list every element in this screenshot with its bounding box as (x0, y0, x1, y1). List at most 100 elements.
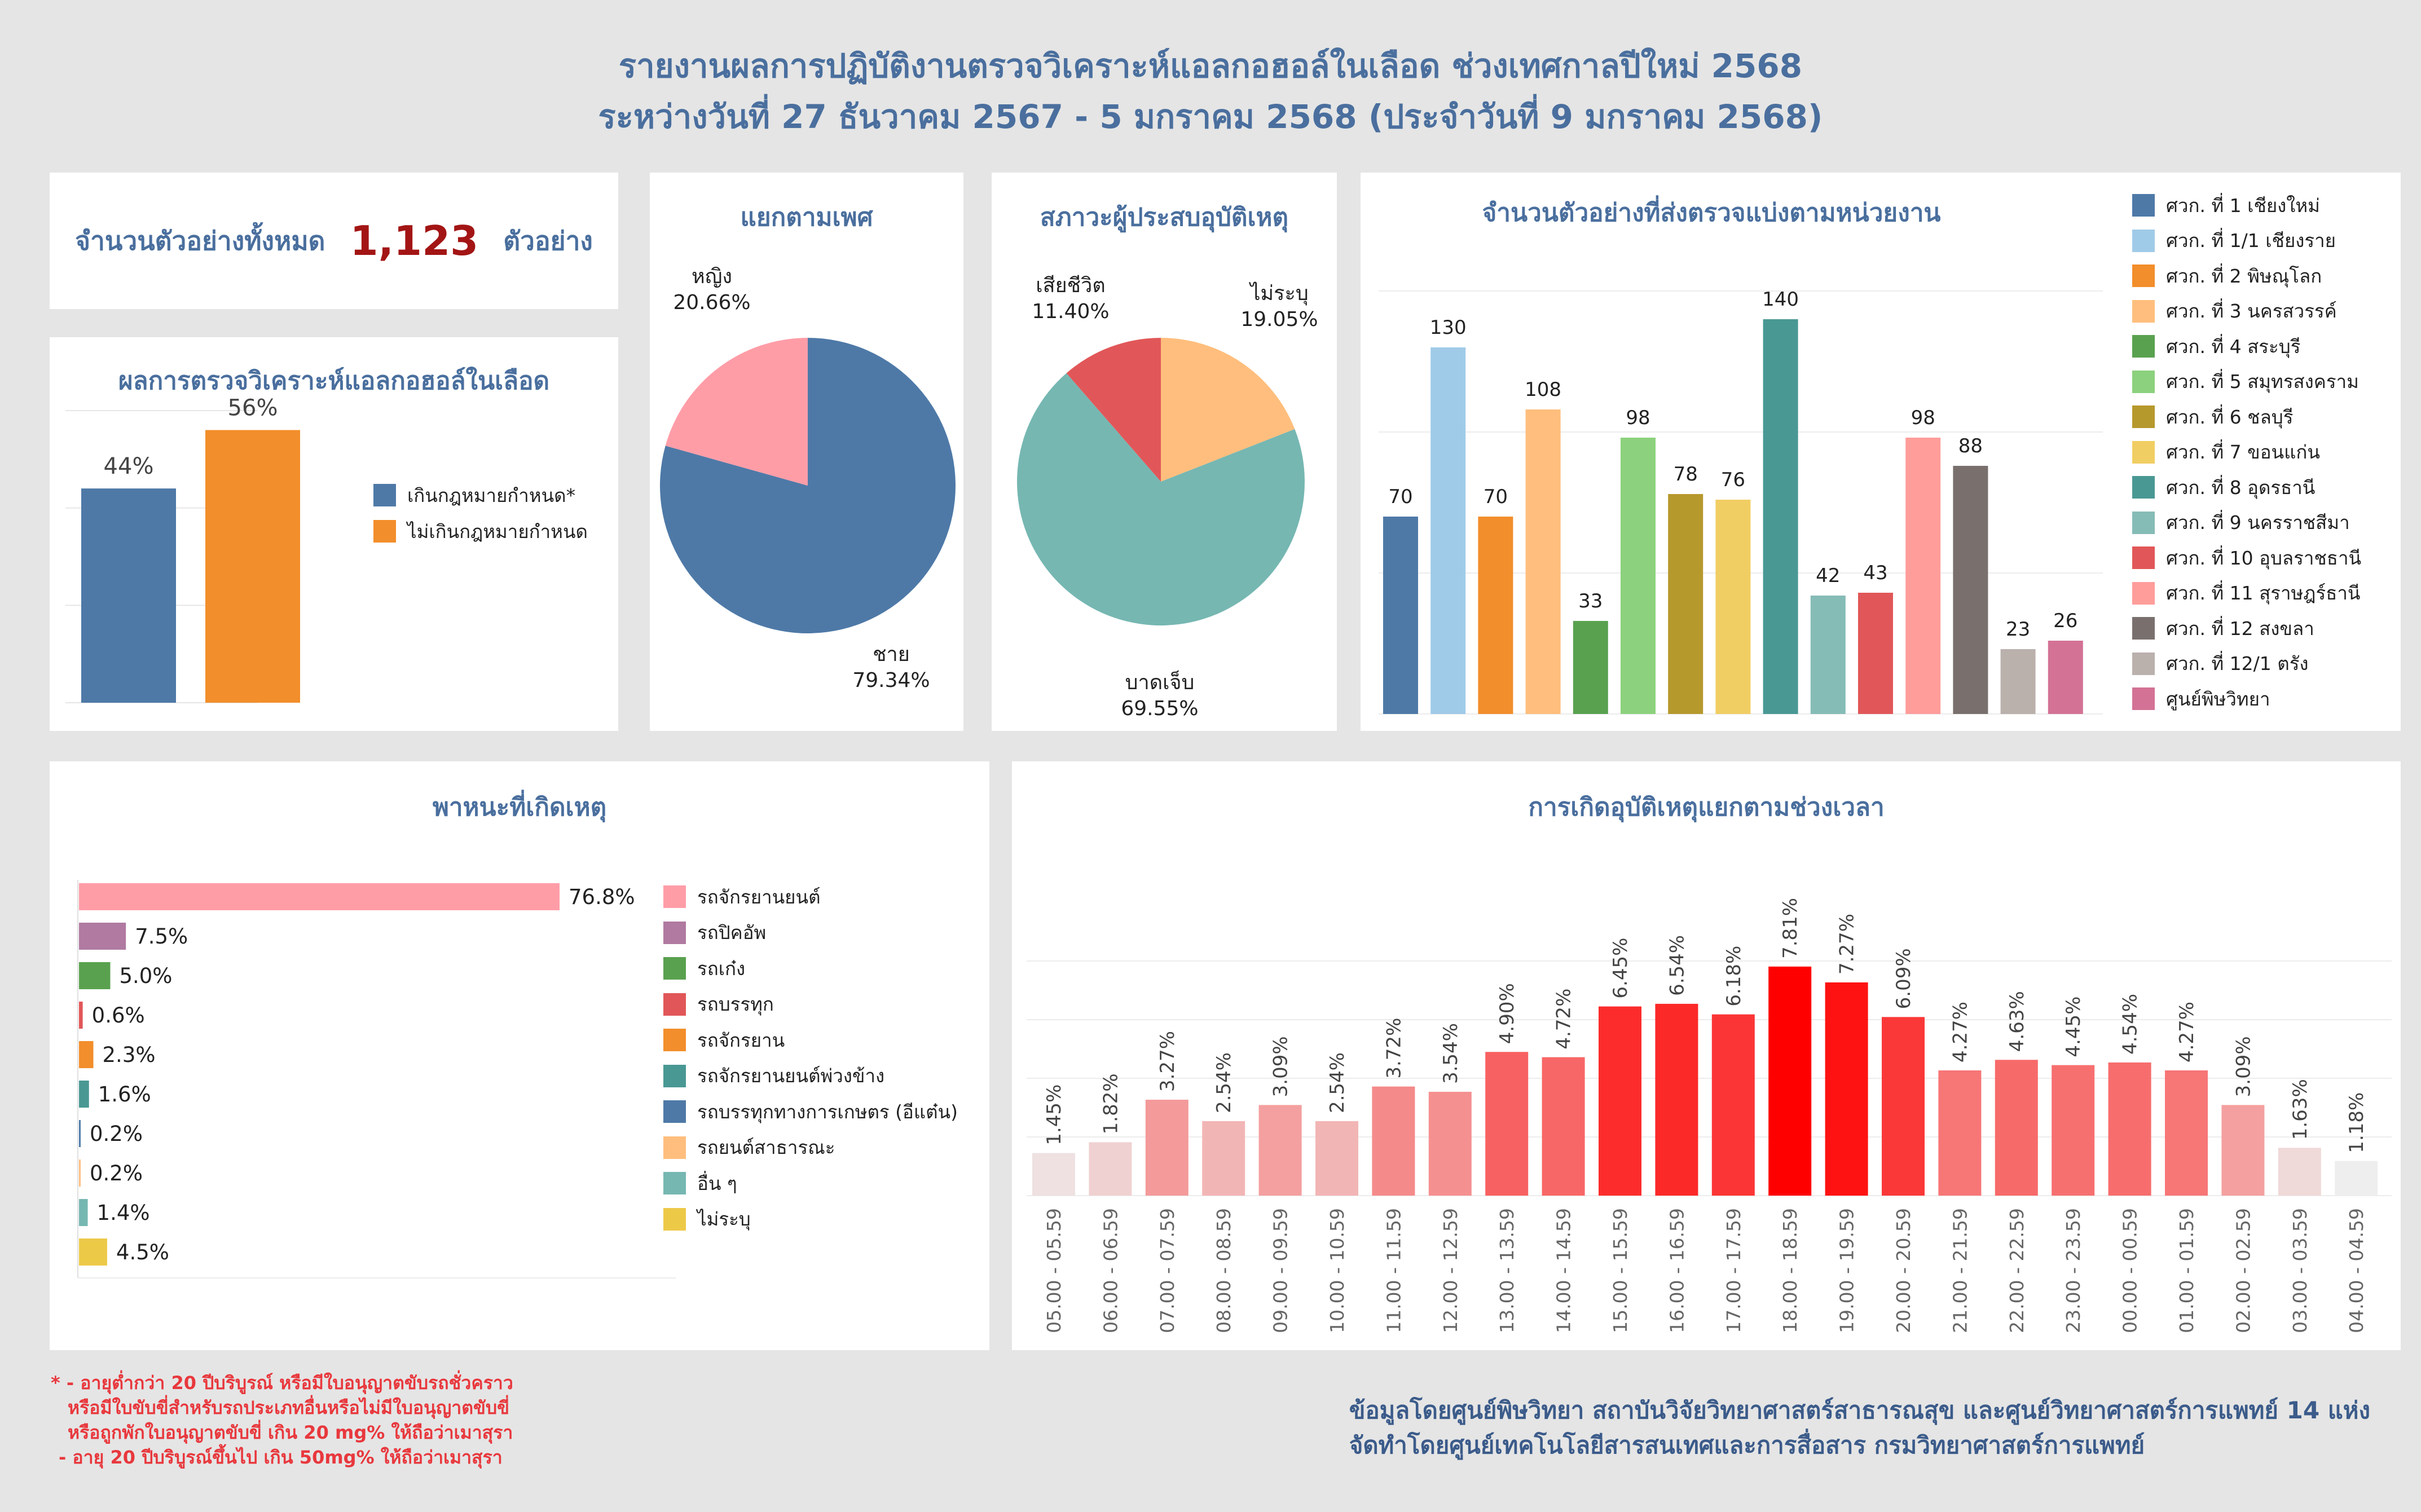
legend-label: ศวก. ที่ 2 พิษณุโลก (2166, 265, 2322, 287)
credits-line-1: ข้อมูลโดยศูนย์พิษวิทยา สถาบันวิจัยวิทยาศ… (1349, 1396, 2370, 1424)
total-value: 1,123 (350, 217, 479, 265)
bar (1430, 347, 1466, 714)
data-label: 4.27% (2176, 1002, 2198, 1063)
data-label: 130 (1430, 316, 1467, 339)
bar (1485, 1052, 1529, 1196)
legend-label: รถปิคอัพ (697, 922, 767, 944)
bar (1905, 438, 1941, 714)
data-label: 0.6% (92, 1003, 145, 1028)
gender-panel: แยกตามเพศ ชาย 79.34% หญิง 20.66% (650, 173, 963, 731)
vehicles-chart: 76.8% 7.5% 5.0% 0.6% 2.3% 1.6% 0.2% 0.2% 1.4% 4.5… (77, 880, 676, 1279)
legend-label: ศวก. ที่ 3 นครสวรรค์ (2166, 300, 2337, 322)
legend-label: ศวก. ที่ 9 นครราชสีมา (2166, 512, 2350, 534)
bar (79, 1199, 88, 1226)
legend-swatch (2132, 652, 2155, 675)
data-label: 26 (2053, 610, 2077, 632)
data-label: 3.27% (1156, 1031, 1179, 1092)
legend-item: ศวก. ที่ 3 นครสวรรค์ (2132, 298, 2337, 325)
units-chart: 70 130 70 108 33 98 78 76 140 42 43 98 88 23 26 (1379, 288, 2103, 715)
legend-swatch (2132, 476, 2155, 499)
bar (1711, 1014, 1755, 1196)
legend-item: รถจักรยานยนต์ (663, 883, 821, 910)
legend-item: อื่น ๆ (663, 1170, 737, 1197)
legend-swatch (663, 921, 686, 944)
slice-name: บาดเจ็บ (1125, 669, 1195, 694)
title-line-2: ระหว่างวันที่ 27 ธันวาคม 2567 - 5 มกราคม… (598, 98, 1823, 136)
data-label: 43 (1863, 562, 1887, 584)
data-label: 6.18% (1723, 946, 1745, 1007)
data-label: 7.81% (1779, 898, 1802, 959)
tick-label: 03.00 - 03.59 (2289, 1208, 2311, 1333)
main-title: รายงานผลการปฏิบัติงานตรวจวิเคราะห์แอลกอฮ… (0, 41, 2421, 142)
bar (1428, 1091, 1472, 1196)
bar (2165, 1070, 2208, 1196)
data-label: 0.2% (90, 1161, 143, 1185)
bar (79, 1002, 83, 1029)
data-label: 42 (1816, 565, 1840, 587)
legend-label: ศวก. ที่ 12 สงขลา (2166, 617, 2314, 640)
data-label: 2.54% (1326, 1052, 1349, 1113)
data-label: 76.8% (569, 885, 635, 909)
data-label: 98 (1911, 407, 1935, 429)
bar (2000, 649, 2036, 714)
tick-label: 08.00 - 08.59 (1213, 1208, 1235, 1333)
data-label: 2.54% (1213, 1052, 1235, 1113)
data-label: 44% (104, 453, 154, 479)
data-label: 33 (1578, 590, 1603, 612)
legend-swatch (663, 957, 686, 980)
legend-label: ไม่เกินกฎหมายกำหนด (407, 520, 588, 543)
bar (2335, 1161, 2378, 1196)
tick-label: 23.00 - 23.59 (2062, 1208, 2084, 1333)
tick-label: 00.00 - 00.59 (2119, 1208, 2141, 1333)
legend-label: รถยนต์สาธารณะ (697, 1136, 835, 1158)
legend-item: ศวก. ที่ 1/1 เชียงราย (2132, 227, 2336, 254)
slice-name: ไม่ระบุ (1248, 281, 1308, 306)
status-panel: สภาวะผู้ประสบอุบัติเหตุ ไม่ระบุ 19.05% บาด… (992, 173, 1337, 731)
legend-label: ไม่ระบุ (697, 1208, 751, 1230)
bar (1995, 1060, 2038, 1196)
bar (79, 1081, 89, 1108)
legend-label: ศวก. ที่ 5 สมุทรสงคราม (2166, 371, 2359, 393)
legend-label: ศวก. ที่ 12/1 ตรัง (2166, 653, 2309, 675)
data-label: 4.27% (1949, 1002, 1971, 1063)
bar (79, 1238, 107, 1266)
tick-label: 09.00 - 09.59 (1270, 1208, 1292, 1333)
bar (205, 430, 300, 703)
legend-label: ศวก. ที่ 6 ชลบุรี (2166, 405, 2294, 428)
bar (1655, 1003, 1698, 1196)
units-chart-title: จำนวนตัวอย่างที่ส่งตรวจแบ่งตามหน่วยงาน (1482, 199, 1941, 227)
data-label: 2.3% (103, 1043, 156, 1067)
bar (1573, 621, 1608, 714)
data-label: 4.5% (116, 1240, 169, 1264)
data-label: 1.4% (97, 1201, 150, 1225)
data-label: 23 (2006, 618, 2030, 641)
bar (2108, 1062, 2151, 1196)
tick-label: 22.00 - 22.59 (2006, 1208, 2028, 1333)
tick-label: 15.00 - 15.59 (1609, 1208, 1631, 1333)
footnote-line-2: หรือมีใบขับขี่สำหรับรถประเภทอื่นหรือไม่ม… (68, 1397, 510, 1418)
data-label: 70 (1388, 486, 1412, 508)
legend-label: รถจักรยานยนต์ (697, 885, 821, 908)
legend-swatch (2132, 617, 2155, 640)
alcohol-panel: ผลการตรวจวิเคราะห์แอลกอฮอล์ในเลือด 44% 56… (50, 337, 618, 731)
legend-item: เกินกฎหมายกำหนด* (373, 482, 575, 509)
units-panel: จำนวนตัวอย่างที่ส่งตรวจแบ่งตามหน่วยงาน 7… (1361, 173, 2401, 731)
legend-item: ศวก. ที่ 9 นครราชสีมา (2132, 509, 2350, 536)
bar (1825, 982, 1868, 1196)
data-label: 3.72% (1383, 1018, 1405, 1079)
legend-swatch (2132, 299, 2155, 323)
data-label: 1.63% (2289, 1079, 2312, 1140)
legend-label: รถจักรยานยนต์พ่วงข้าง (697, 1065, 885, 1087)
bar (1542, 1057, 1585, 1196)
data-label: 7.27% (1836, 914, 1859, 975)
data-label: 88 (1958, 435, 1983, 457)
alcohol-chart: 44% 56% (65, 395, 300, 703)
tick-label: 17.00 - 17.59 (1723, 1208, 1745, 1333)
gender-chart-title: แยกตามเพศ (740, 203, 873, 232)
data-label: 4.54% (2119, 994, 2142, 1055)
status-chart: ไม่ระบุ19.05% บาดเจ็บ 69.55% เสียชีวิต 11.40… (1017, 274, 1318, 720)
data-label: 1.45% (1043, 1085, 1066, 1145)
footnote-line-4: - อายุ 20 ปีบริบูรณ์ขึ้นไป เกิน 50mg% ให… (59, 1447, 503, 1468)
bar (1372, 1086, 1415, 1196)
legend-label: รถจักรยาน (697, 1029, 785, 1051)
